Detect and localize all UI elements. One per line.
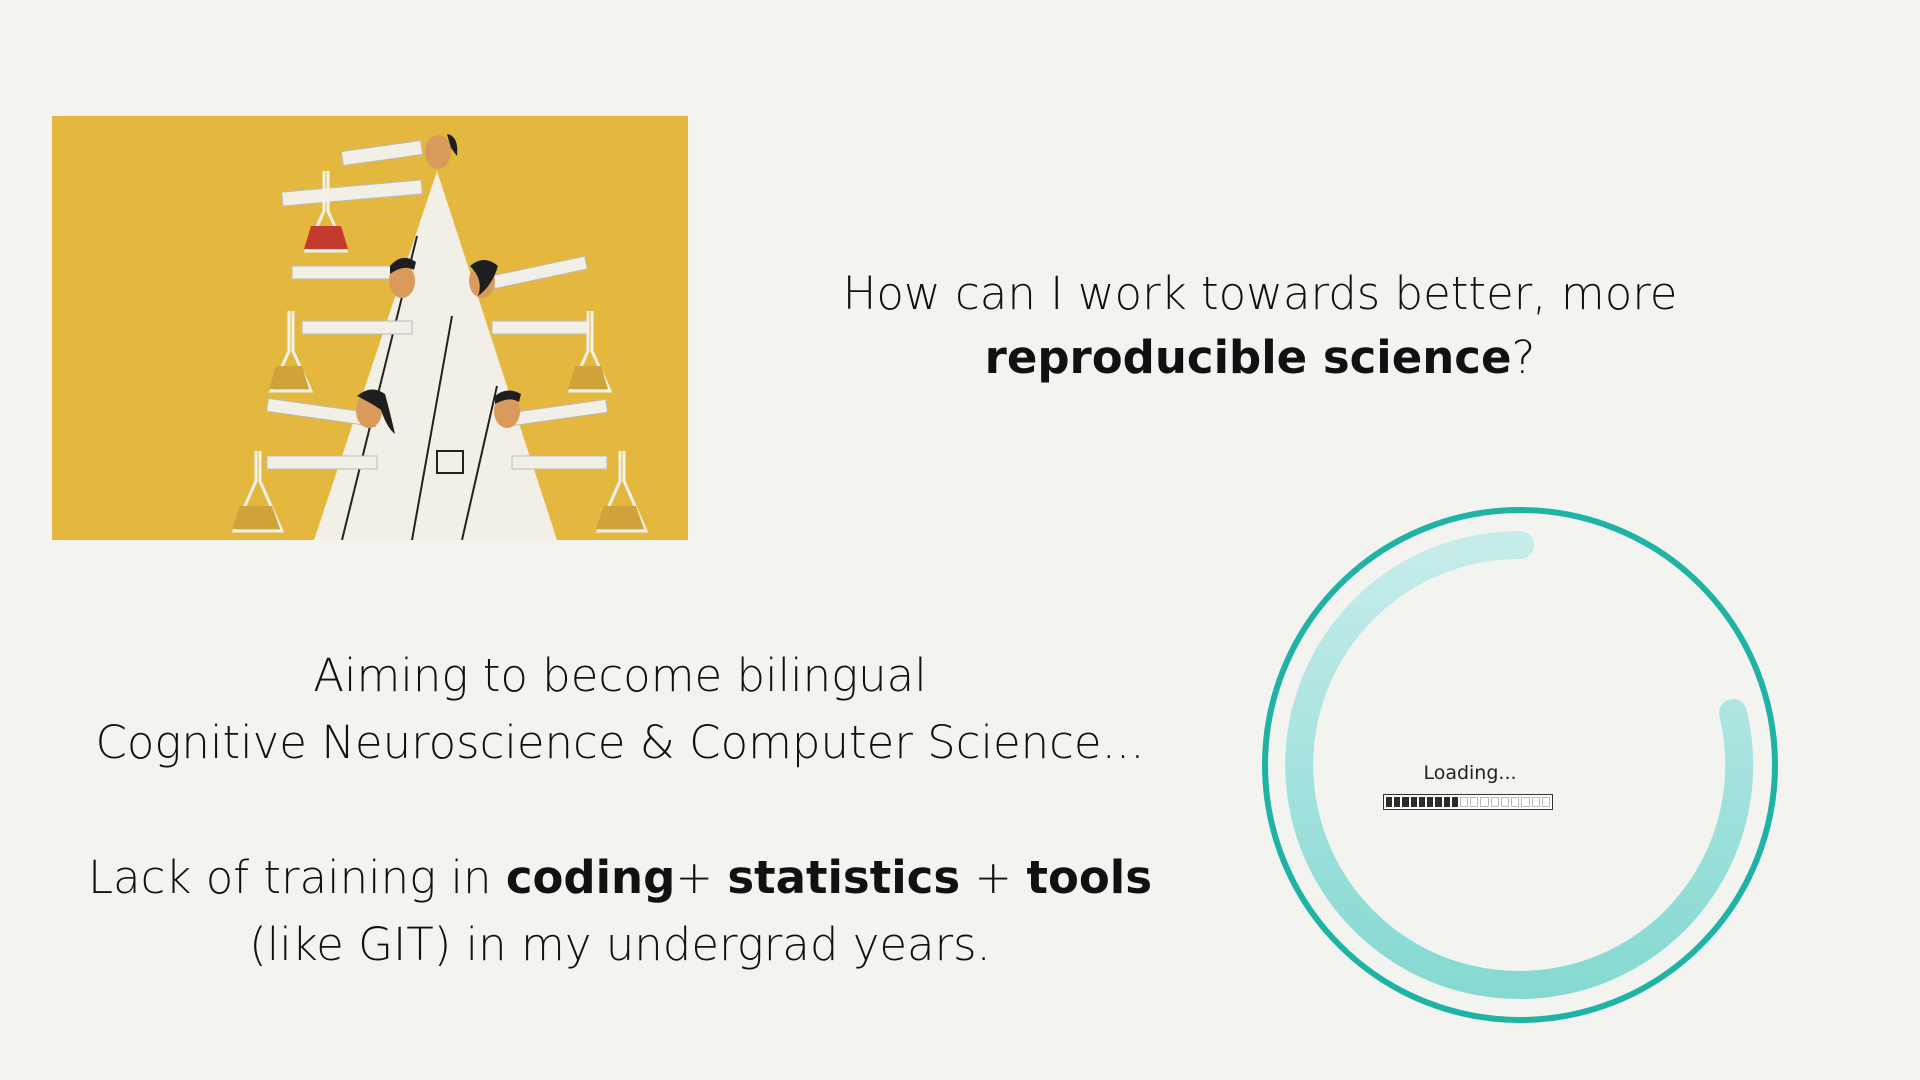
progress-segment-empty: [1470, 797, 1479, 807]
progress-segment-empty: [1459, 797, 1469, 807]
progress-segment-filled: [1418, 797, 1426, 807]
reproducible-science-question: How can I work towards better, more repr…: [700, 262, 1820, 390]
lack-statistics: statistics: [727, 851, 961, 904]
lack-coding: coding: [505, 851, 676, 904]
lack-text-1: Lack of training in: [87, 851, 506, 904]
loading-label: Loading...: [1423, 762, 1517, 784]
progress-segment-filled: [1427, 797, 1434, 807]
progress-segment-empty: [1500, 797, 1510, 807]
loader-progress-arc: [1285, 530, 1754, 999]
progress-segment-empty: [1490, 797, 1499, 807]
progress-segment-empty: [1531, 797, 1540, 807]
progress-segment-filled: [1451, 797, 1458, 807]
lack-of-training-text: Lack of training in coding+ statistics +…: [40, 844, 1200, 978]
progress-segment-filled: [1410, 797, 1417, 807]
progress-segment-filled: [1435, 797, 1442, 807]
loading-progress-bar: [1383, 794, 1553, 810]
progress-segment-filled: [1394, 797, 1401, 807]
progress-segment-empty: [1480, 797, 1489, 807]
progress-segment-empty: [1521, 797, 1530, 807]
bilingual-line-1: Aiming to become bilingual: [313, 649, 927, 702]
lack-text-3: +: [960, 851, 1027, 904]
lack-text-2: +: [675, 851, 728, 904]
loader-outer-ring: [1262, 507, 1778, 1023]
bilingual-line-2: Cognitive Neuroscience & Computer Scienc…: [95, 716, 1145, 769]
progress-segment-empty: [1511, 797, 1520, 807]
progress-segment-filled: [1402, 797, 1409, 807]
lack-tools: tools: [1026, 851, 1152, 904]
progress-segment-empty: [1541, 797, 1550, 807]
loading-spinner: [1255, 500, 1785, 1030]
progress-segment-filled: [1443, 797, 1450, 807]
progress-segment-filled: [1386, 797, 1393, 807]
scientists-with-flasks-illustration: [52, 116, 688, 540]
question-mark: ?: [1511, 331, 1536, 384]
bilingual-goal-text: Aiming to become bilingual Cognitive Neu…: [60, 642, 1180, 776]
question-emphasis: reproducible science: [984, 331, 1512, 384]
question-text: How can I work towards better, more: [842, 267, 1678, 320]
lack-text-4: (like GIT) in my undergrad years.: [249, 918, 991, 971]
